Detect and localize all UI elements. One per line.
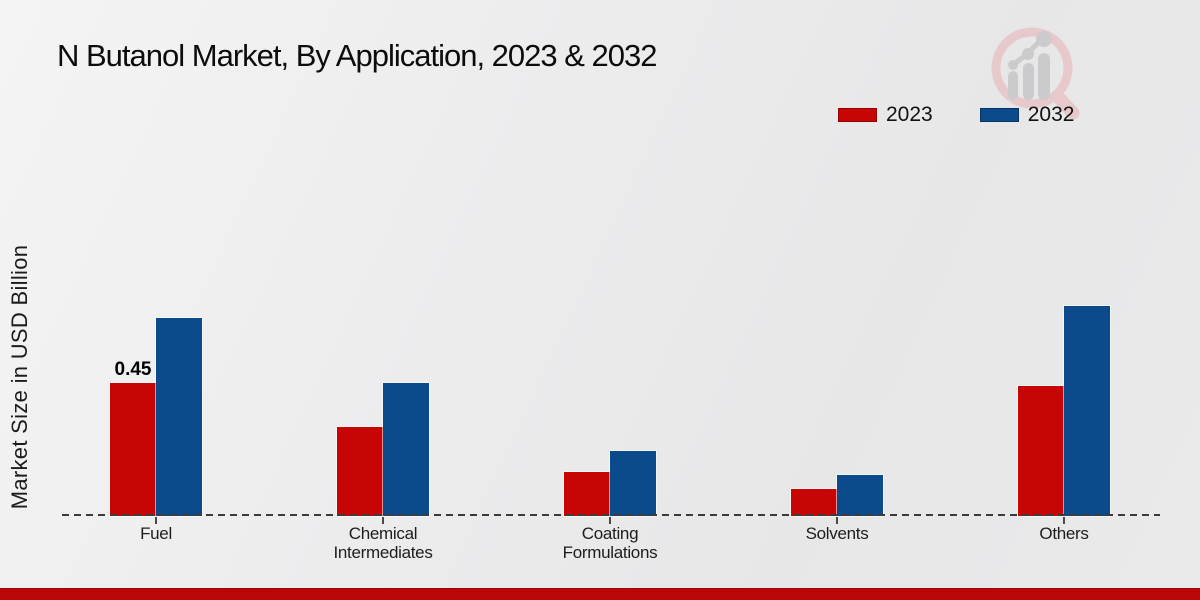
x-axis-tick-others [1063, 517, 1065, 524]
bar-2032-coating-formulations [610, 451, 656, 516]
bar-2023-others [1018, 386, 1064, 516]
x-axis-tick-chemical-intermediates [382, 517, 384, 524]
magnifier-bar-chart-icon [991, 27, 1080, 120]
bar-value-label: 0.45 [114, 359, 152, 380]
category-label-solvents: Solvents [805, 524, 869, 543]
brand-logo [985, 25, 1085, 120]
bar-2023-coating-formulations [564, 472, 610, 516]
legend: 2023 2032 [838, 103, 1074, 127]
bar-2023-chemical-intermediates [337, 427, 383, 516]
category-label-chemical-intermediates: Chemical Intermediates [333, 524, 433, 562]
bar-2032-chemical-intermediates [383, 383, 429, 516]
legend-item-2032: 2032 [979, 103, 1075, 127]
category-label-others: Others [1039, 524, 1089, 543]
x-axis-baseline [62, 514, 1160, 516]
category-label-coating-formulations: Coating Formulations [562, 524, 658, 562]
bar-2032-fuel [156, 318, 202, 516]
legend-item-2023: 2023 [838, 103, 933, 127]
category-label-fuel: Fuel [140, 524, 172, 543]
bar-2032-solvents [837, 475, 883, 516]
legend-label-2032: 2032 [1027, 103, 1075, 126]
bar-2023-solvents [791, 489, 837, 516]
bar-2023-fuel [110, 383, 156, 516]
chart-title: N Butanol Market, By Application, 2023 &… [57, 38, 658, 73]
legend-label-2023: 2023 [886, 103, 933, 126]
x-axis-tick-fuel [155, 517, 157, 524]
x-axis-tick-coating-formulations [609, 517, 611, 524]
bar-2032-others [1064, 306, 1110, 516]
x-axis-tick-solvents [836, 517, 838, 524]
footer-accent-bar [0, 588, 1200, 600]
legend-swatch-2023 [838, 108, 877, 122]
legend-swatch-2032 [979, 108, 1019, 122]
